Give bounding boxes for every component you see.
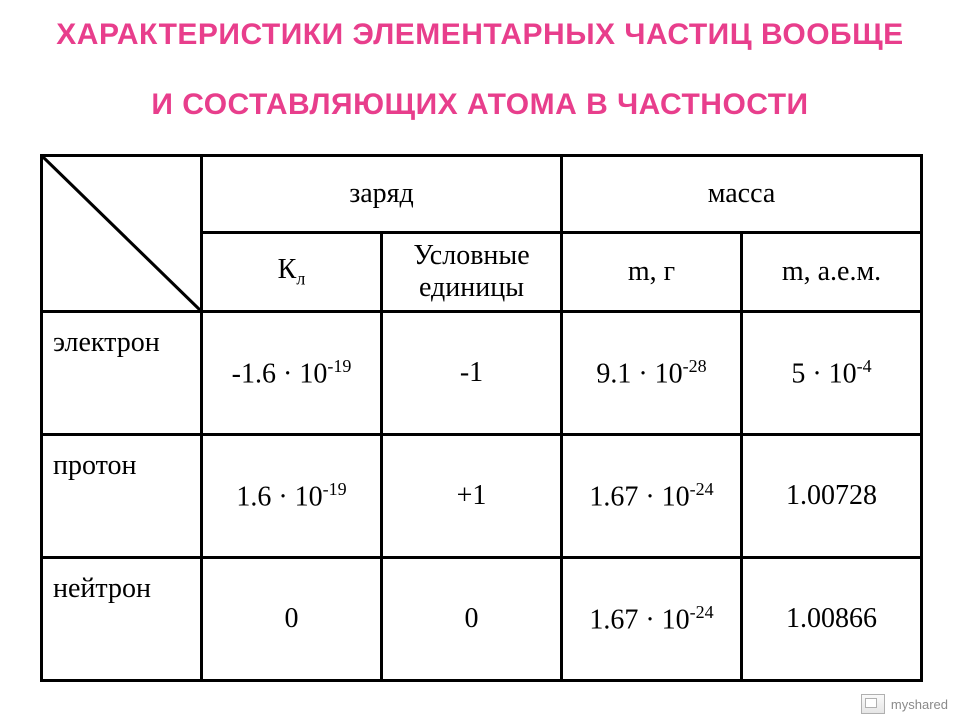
- sci-exp: -28: [683, 356, 707, 376]
- subheader-coulomb-base: К: [278, 254, 297, 285]
- sci-base: 9.1 · 10: [596, 358, 682, 389]
- sci-base: 1.6 · 10: [236, 481, 322, 512]
- table-row: протон 1.6 · 10-19 +1 1.67 · 10-24 1.007…: [42, 435, 922, 558]
- cell-neutron-mass-g: 1.67 · 10-24: [562, 558, 742, 681]
- sci-exp: -4: [857, 356, 872, 376]
- presentation-icon: [861, 694, 885, 714]
- sci-base: 1.67 · 10: [589, 481, 689, 512]
- footer-brand-text: myshared: [891, 697, 948, 712]
- properties-table: заряд масса Кл Условные единицы m, г m, …: [40, 154, 923, 682]
- cell-neutron-conv: 0: [382, 558, 562, 681]
- cell-neutron-mass-amu: 1.00866: [742, 558, 922, 681]
- cell-proton-conv: +1: [382, 435, 562, 558]
- subheader-coulomb: Кл: [202, 233, 382, 312]
- diagonal-line-icon: [43, 157, 200, 310]
- sci-base: 1.67 · 10: [589, 604, 689, 635]
- properties-table-container: заряд масса Кл Условные единицы m, г m, …: [40, 154, 920, 682]
- table-row: электрон -1.6 · 10-19 -1 9.1 · 10-28 5 ·…: [42, 312, 922, 435]
- cell-proton-coulomb: 1.6 · 10-19: [202, 435, 382, 558]
- sci-base: 5 · 10: [791, 358, 856, 389]
- subheader-conv-line2: единицы: [419, 272, 524, 303]
- subheader-mass-amu: m, а.е.м.: [742, 233, 922, 312]
- diagonal-header-cell: [42, 156, 202, 312]
- header-charge: заряд: [202, 156, 562, 233]
- sci-base: -1.6 · 10: [232, 358, 328, 389]
- table-row: нейтрон 0 0 1.67 · 10-24 1.00866: [42, 558, 922, 681]
- page-title-line2: И СОСТАВЛЯЮЩИХ АТОМА В ЧАСТНОСТИ: [0, 88, 960, 122]
- cell-proton-mass-amu: 1.00728: [742, 435, 922, 558]
- row-label-proton: протон: [42, 435, 202, 558]
- subheader-coulomb-sub: л: [296, 269, 305, 289]
- sci-exp: -19: [323, 479, 347, 499]
- sci-exp: -24: [690, 479, 714, 499]
- cell-electron-coulomb: -1.6 · 10-19: [202, 312, 382, 435]
- footer-watermark: myshared: [861, 694, 948, 714]
- subheader-conv-line1: Условные: [413, 240, 529, 271]
- sci-exp: -24: [690, 602, 714, 622]
- cell-electron-conv: -1: [382, 312, 562, 435]
- cell-neutron-coulomb: 0: [202, 558, 382, 681]
- cell-proton-mass-g: 1.67 · 10-24: [562, 435, 742, 558]
- subheader-mass-g: m, г: [562, 233, 742, 312]
- sci-exp: -19: [327, 356, 351, 376]
- row-label-electron: электрон: [42, 312, 202, 435]
- row-label-neutron: нейтрон: [42, 558, 202, 681]
- header-mass: масса: [562, 156, 922, 233]
- page-title-line1: ХАРАКТЕРИСТИКИ ЭЛЕМЕНТАРНЫХ ЧАСТИЦ ВООБЩ…: [0, 0, 960, 52]
- cell-electron-mass-g: 9.1 · 10-28: [562, 312, 742, 435]
- subheader-conv-units: Условные единицы: [382, 233, 562, 312]
- cell-electron-mass-amu: 5 · 10-4: [742, 312, 922, 435]
